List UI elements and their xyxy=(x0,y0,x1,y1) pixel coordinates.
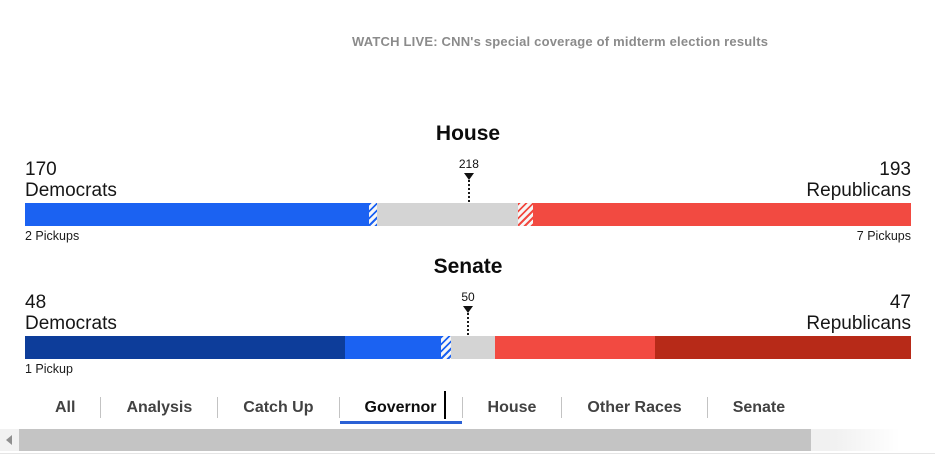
text-cursor-ibeam xyxy=(444,391,446,419)
house-majority-marker-label: 218 xyxy=(458,157,479,171)
senate-dem-pickups: 1 Pickup xyxy=(25,362,73,376)
watch-live-banner-link[interactable]: WATCH LIVE: CNN's special coverage of mi… xyxy=(352,34,769,49)
bar-segment-dem-holds xyxy=(25,336,345,359)
senate-dem-count: 48 xyxy=(25,292,47,313)
tab-separator xyxy=(706,397,708,418)
senate-balance-of-power-chart: Senate 48 Democrats 47 Republicans 50 1 … xyxy=(25,255,911,385)
tab-governor[interactable]: Governor xyxy=(339,390,462,425)
tab-house[interactable]: House xyxy=(487,398,537,416)
tab-separator xyxy=(217,397,219,418)
tab-separator xyxy=(338,397,340,418)
senate-rep-count: 47 xyxy=(889,292,911,313)
house-rep-count: 193 xyxy=(879,159,911,180)
house-dem-count: 170 xyxy=(25,159,57,180)
house-seat-bar xyxy=(25,203,911,226)
senate-rep-label: 47 Republicans xyxy=(806,292,911,334)
tab-separator xyxy=(100,397,102,418)
tab-all[interactable]: All xyxy=(55,398,76,416)
house-balance-of-power-chart: House 170 Democrats 193 Republicans 218 … xyxy=(25,122,911,252)
scrollbar-thumb[interactable] xyxy=(19,429,811,451)
tab-separator xyxy=(461,397,463,418)
horizontal-scrollbar[interactable] xyxy=(0,429,935,451)
tab-catch-up[interactable]: Catch Up xyxy=(243,398,314,416)
house-rep-label: 193 Republicans xyxy=(806,159,911,201)
chevron-left-icon xyxy=(6,435,12,445)
race-category-tabbar: All Analysis Catch Up Governor House Oth… xyxy=(0,390,935,425)
senate-dem-party: Democrats xyxy=(25,313,117,334)
house-rep-party: Republicans xyxy=(806,180,911,201)
tab-separator xyxy=(561,397,563,418)
tab-analysis[interactable]: Analysis xyxy=(126,398,193,416)
senate-dem-label: 48 Democrats xyxy=(25,292,117,334)
bar-segment-dem-leading xyxy=(440,336,452,359)
tab-other-races[interactable]: Other Races xyxy=(587,398,682,416)
bar-segment-rep-leading xyxy=(517,203,533,226)
bar-segment-undecided xyxy=(451,336,495,359)
down-triangle-icon xyxy=(463,173,474,180)
bar-segment-rep-solid xyxy=(532,203,911,226)
bar-segment-dem-gains xyxy=(344,336,441,359)
down-triangle-icon xyxy=(463,306,473,313)
bar-segment-dem-solid xyxy=(25,203,369,226)
house-rep-pickups: 7 Pickups xyxy=(856,229,911,243)
tab-senate[interactable]: Senate xyxy=(732,398,786,416)
scrollbar-left-arrow-button[interactable] xyxy=(0,429,18,451)
house-dem-pickups: 2 Pickups xyxy=(25,229,80,243)
bar-segment-rep-gains xyxy=(494,336,655,359)
house-dem-party: Democrats xyxy=(25,180,117,201)
bottom-divider xyxy=(0,453,935,454)
senate-rep-party: Republicans xyxy=(806,313,911,334)
bar-segment-rep-holds xyxy=(654,336,911,359)
senate-chart-title: Senate xyxy=(433,255,503,278)
senate-seat-bar xyxy=(25,336,911,359)
bar-segment-undecided xyxy=(376,203,518,226)
house-chart-title: House xyxy=(435,122,501,145)
bar-segment-dem-leading xyxy=(368,203,377,226)
house-dem-label: 170 Democrats xyxy=(25,159,117,201)
senate-majority-marker-label: 50 xyxy=(461,290,475,304)
